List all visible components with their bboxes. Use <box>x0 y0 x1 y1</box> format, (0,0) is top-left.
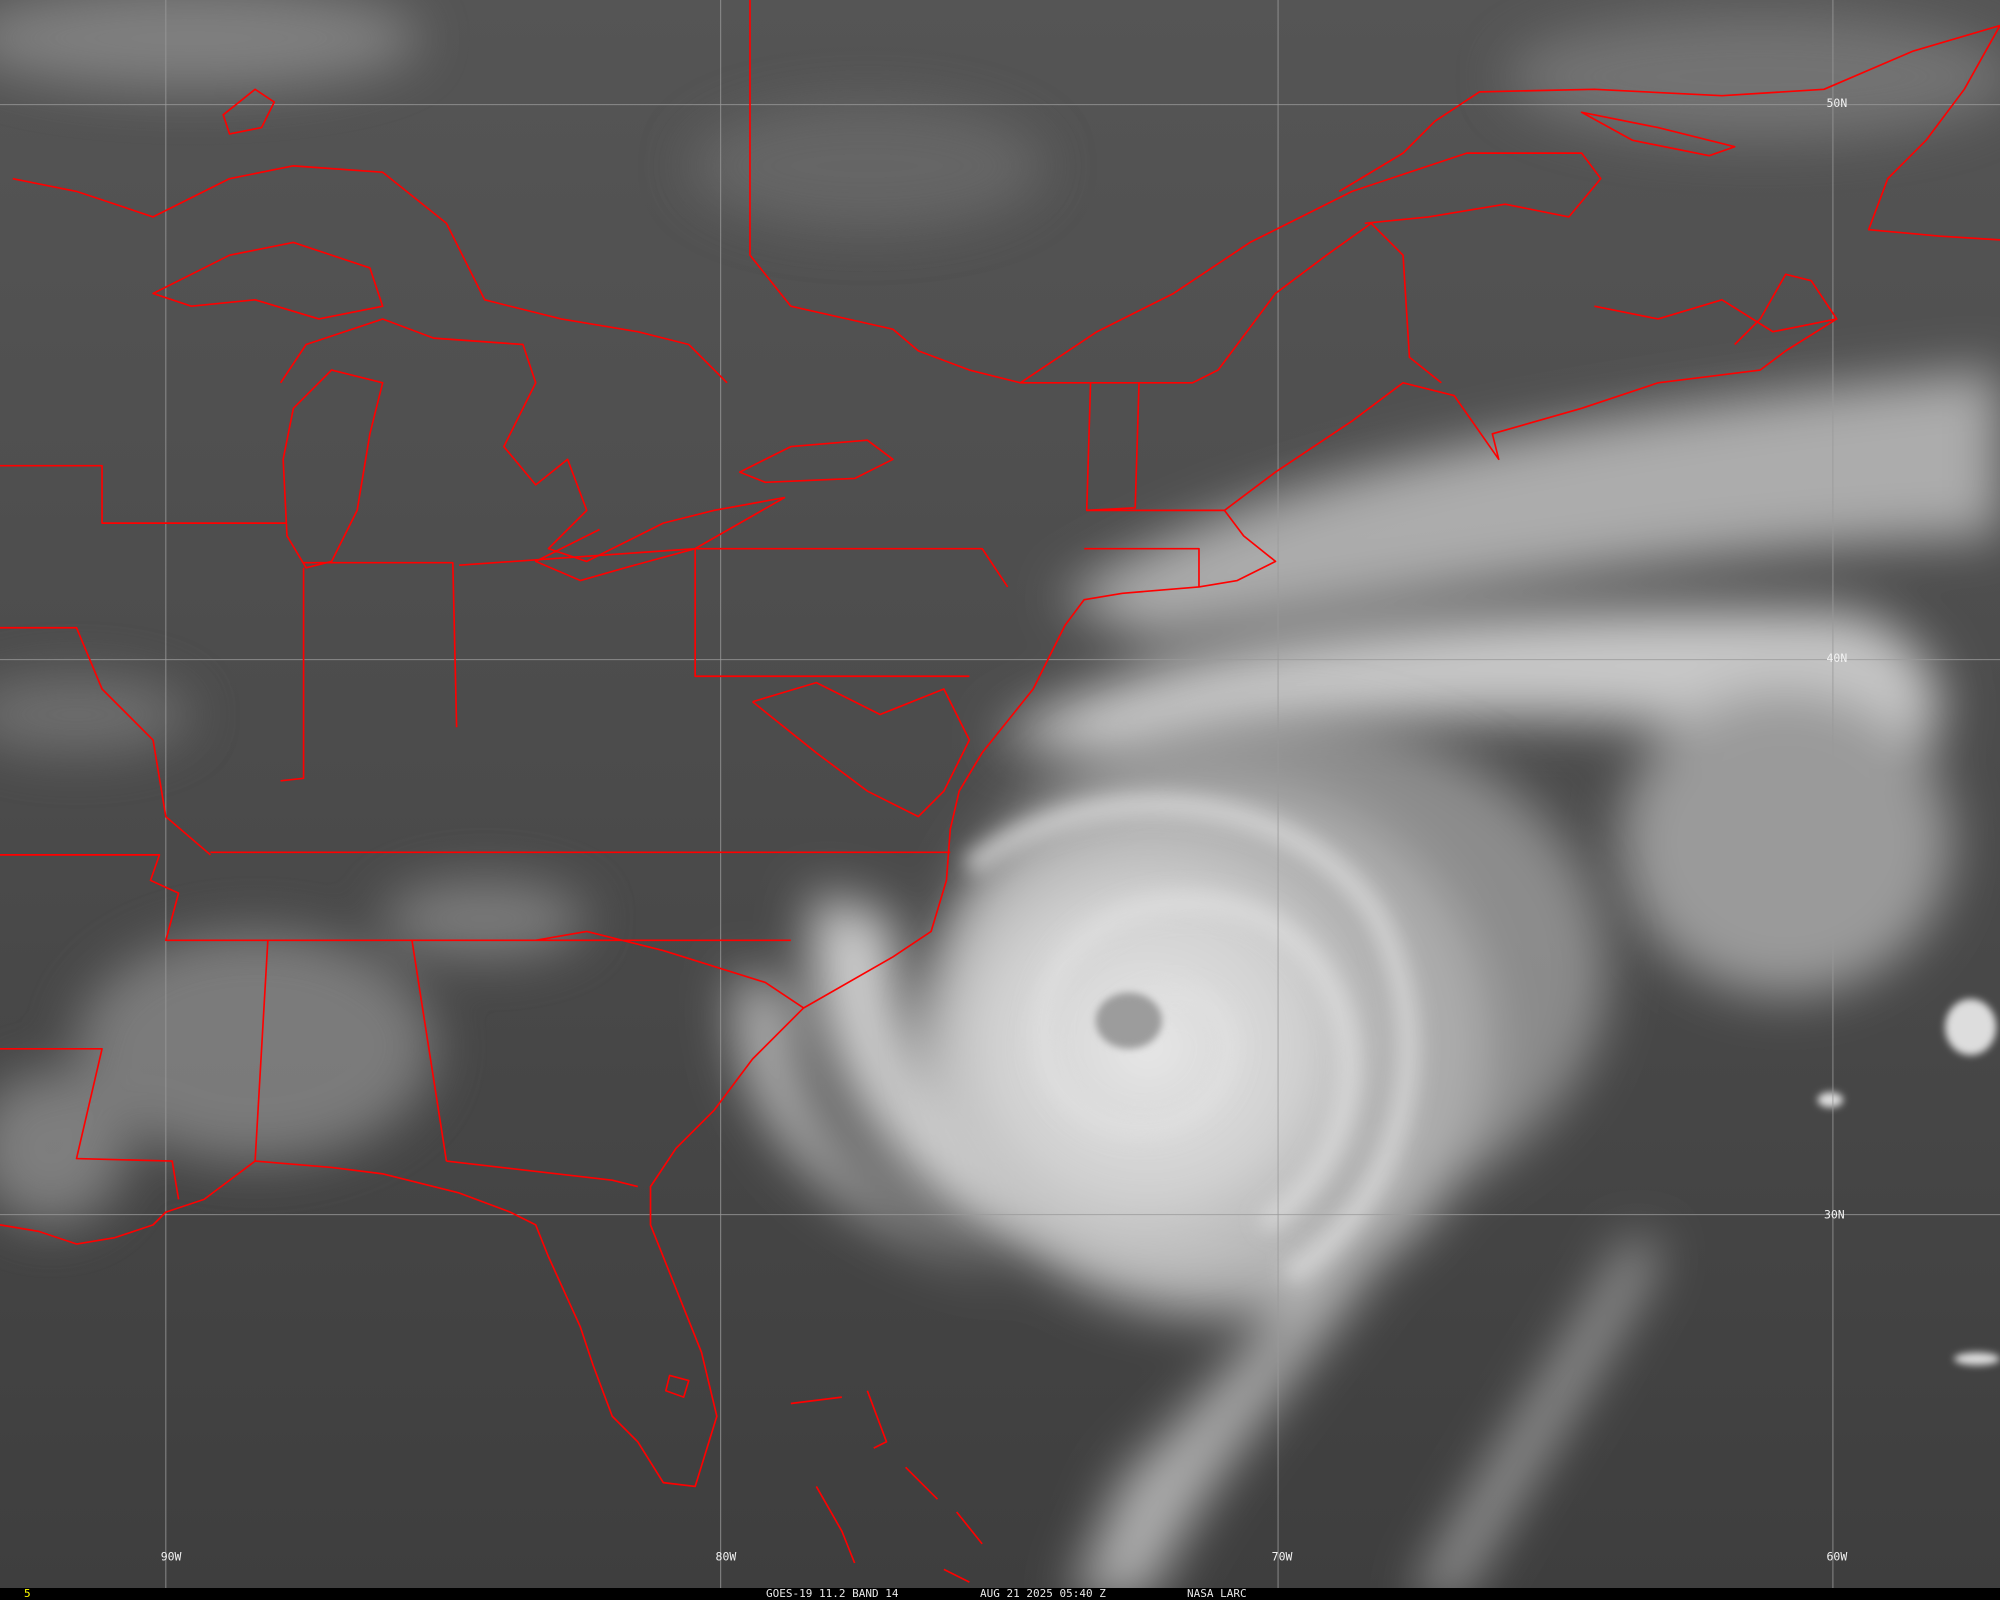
state-lines <box>0 382 1225 1200</box>
lake-okeechobee <box>664 1374 690 1398</box>
satellite-band-label: GOES-19 11.2 BAND 14 <box>766 1587 899 1600</box>
lat-label-30n: 30N <box>1824 1207 1845 1221</box>
isle-royale <box>222 88 276 135</box>
east-coastline <box>0 318 1838 1488</box>
nova-scotia-pei <box>1594 273 1838 346</box>
source-label: NASA LARC <box>1187 1587 1247 1600</box>
bahamas <box>790 1390 983 1583</box>
lat-label-40n: 40N <box>1827 651 1848 665</box>
anticosti <box>1580 111 1736 157</box>
great-lakes <box>12 165 894 582</box>
lat-label-50n: 50N <box>1827 96 1848 110</box>
st-lawrence <box>1019 152 1602 384</box>
lon-label-90w: 90W <box>161 1549 182 1563</box>
frame-number: 5 <box>24 1587 31 1600</box>
lon-label-60w: 60W <box>1827 1549 1848 1563</box>
quebec-north <box>1338 24 2000 193</box>
datetime-label: AUG 21 2025 05:40 Z <box>980 1587 1106 1600</box>
grid-labels: 90W 80W 70W 60W 50N 40N 30N <box>161 96 1848 1563</box>
image-footer-bar: 5 GOES-19 11.2 BAND 14 AUG 21 2025 05:40… <box>0 1588 2000 1600</box>
lon-label-80w: 80W <box>716 1549 737 1563</box>
lon-label-70w: 70W <box>1272 1549 1293 1563</box>
newfoundland <box>1867 25 2000 241</box>
